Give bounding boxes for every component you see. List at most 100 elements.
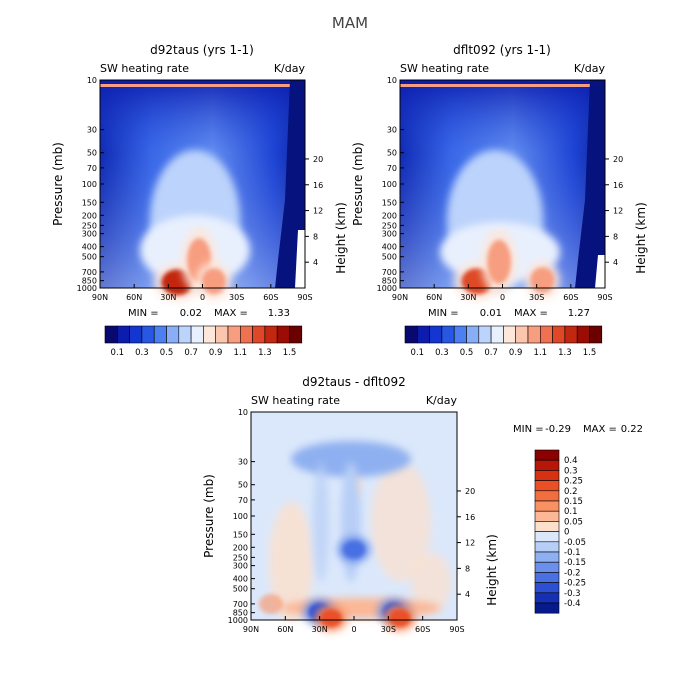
legend-label: 1.5 [583, 348, 597, 358]
pressure-tick-label: 400 [382, 243, 397, 252]
legend-label: -0.4 [564, 599, 581, 609]
legend-swatch [534, 582, 560, 594]
pressure-tick-label: 850 [233, 609, 248, 618]
panel-2-lat-ticks: 90N 60N 30N 0 30S 60S 90S [392, 284, 613, 302]
height-tick-label: 20 [313, 155, 323, 164]
legend-swatch [564, 325, 578, 344]
legend-label: 0.9 [209, 348, 223, 358]
pressure-tick-label: 300 [382, 230, 397, 239]
legend-swatch [289, 325, 303, 344]
height-tick-label: 12 [313, 207, 323, 216]
pressure-tick-label: 200 [82, 211, 97, 220]
legend-swatch [117, 325, 130, 344]
legend-label: 0.9 [509, 348, 523, 358]
pressure-tick-label: 70 [238, 496, 248, 505]
pressure-tick-label: 500 [82, 253, 97, 262]
panel-3-units: K/day [426, 394, 458, 407]
legend-label: 0.1 [564, 507, 578, 517]
pressure-tick-label: 10 [238, 408, 248, 417]
panel-2-height-label: Height (km) [634, 202, 648, 273]
legend-label: -0.1 [564, 548, 581, 558]
height-tick-label: 4 [465, 590, 470, 599]
pressure-tick-label: 200 [233, 543, 248, 552]
field-extremum [530, 267, 555, 294]
legend-label: -0.25 [564, 579, 586, 589]
panel-3-lat-ticks: 90N 60N 30N 0 30S 60S 90S [243, 616, 465, 634]
legend-label: 0.3 [435, 348, 449, 358]
height-tick-label: 16 [613, 181, 623, 190]
pressure-tick-label: 700 [233, 600, 248, 609]
latitude-tick-label: 30S [229, 293, 244, 302]
pressure-tick-label: 100 [382, 180, 397, 189]
legend-swatch [441, 325, 455, 344]
pressure-tick-label: 300 [82, 230, 97, 239]
field-extremum [320, 609, 343, 628]
panel-1-height-label: Height (km) [334, 202, 348, 273]
panel-1-field [100, 80, 305, 290]
latitude-tick-label: 90N [243, 625, 259, 634]
legend-swatch [453, 325, 467, 344]
panel-1-title: d92taus (yrs 1-1) [150, 43, 254, 57]
height-tick-label: 12 [465, 539, 475, 548]
legend-swatch [215, 325, 229, 344]
pressure-tick-label: 1000 [377, 284, 397, 293]
pressure-tick-label: 400 [233, 575, 248, 584]
legend-swatch [203, 325, 217, 344]
panel-2: dflt092 (yrs 1-1) SW heating rate K/day … [351, 43, 648, 358]
panel-3-max-label: MAX = [583, 424, 617, 435]
legend-swatch [589, 325, 603, 344]
legend-swatch [527, 325, 541, 344]
latitude-tick-label: 90S [297, 293, 312, 302]
legend-label: 0.7 [184, 348, 198, 358]
legend-swatch [576, 325, 590, 344]
legend-label: 0.4 [564, 456, 578, 466]
field-extremum [343, 540, 365, 559]
legend-swatch [534, 500, 560, 512]
latitude-tick-label: 60S [563, 293, 578, 302]
pressure-tick-label: 500 [233, 585, 248, 594]
pressure-tick-label: 250 [233, 553, 248, 562]
panel-1-max-label: MAX = [214, 308, 248, 319]
legend-swatch [490, 325, 504, 344]
panel-1-height-ticks: 20 16 12 8 4 [305, 155, 323, 267]
panel-1-pressure-label: Pressure (mb) [51, 142, 65, 226]
latitude-tick-label: 60N [277, 625, 293, 634]
pressure-tick-label: 500 [382, 253, 397, 262]
latitude-tick-label: 60S [415, 625, 430, 634]
legend-swatch [153, 325, 167, 344]
legend-label: 0.5 [160, 348, 174, 358]
legend-swatch [534, 480, 560, 492]
height-tick-label: 16 [313, 181, 323, 190]
pressure-tick-label: 150 [82, 198, 97, 207]
height-tick-label: 8 [465, 564, 470, 573]
panel-3-min-label: MIN = [513, 424, 544, 435]
latitude-tick-label: 0 [351, 625, 356, 634]
pressure-tick-label: 100 [82, 180, 97, 189]
height-tick-label: 8 [313, 232, 318, 241]
panel-2-field [400, 80, 605, 290]
legend-swatch [503, 325, 517, 344]
legend-label: 0.1 [111, 348, 125, 358]
legend-label: 0.1 [411, 348, 425, 358]
legend-swatch [429, 325, 443, 344]
legend-swatch [252, 325, 266, 344]
legend-swatch [417, 325, 430, 344]
panel-3-field [251, 412, 457, 622]
legend-swatch [466, 325, 480, 344]
panel-2-blobs [453, 228, 561, 301]
latitude-tick-label: 90S [449, 625, 464, 634]
legend-swatch [534, 470, 560, 481]
legend-swatch [141, 325, 155, 344]
legend-label: -0.2 [564, 568, 581, 578]
pressure-tick-label: 10 [387, 76, 397, 85]
pressure-tick-label: 30 [387, 126, 397, 135]
legend-swatch [534, 602, 560, 614]
legend-label: 0.3 [135, 348, 149, 358]
panel-3-max-value: 0.22 [621, 424, 643, 435]
legend-swatch [534, 531, 560, 543]
panel-2-pressure-label: Pressure (mb) [351, 142, 365, 226]
pressure-tick-label: 100 [233, 512, 248, 521]
panel-3-legend: 0.40.30.250.20.150.10.050-0.05-0.1-0.15-… [534, 449, 586, 614]
